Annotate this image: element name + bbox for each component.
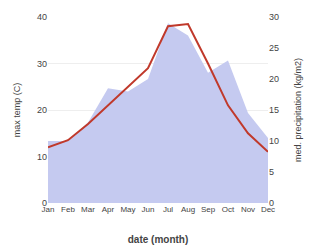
svg-text:25: 25: [269, 43, 279, 53]
svg-text:30: 30: [269, 12, 279, 22]
svg-text:15: 15: [269, 105, 279, 115]
svg-text:May: May: [120, 205, 135, 214]
svg-text:20: 20: [269, 74, 279, 84]
svg-text:med. precipitation (kg/m2): med. precipitation (kg/m2): [293, 58, 303, 162]
svg-text:Apr: Apr: [102, 205, 115, 214]
svg-text:Mar: Mar: [81, 205, 95, 214]
svg-text:max temp (C): max temp (C): [12, 83, 22, 138]
svg-text:Dec: Dec: [261, 205, 275, 214]
svg-text:Feb: Feb: [61, 205, 75, 214]
svg-text:Sep: Sep: [201, 205, 216, 214]
svg-text:Jan: Jan: [42, 205, 55, 214]
svg-text:date (month): date (month): [128, 234, 189, 245]
svg-text:10: 10: [269, 136, 279, 146]
svg-text:Jun: Jun: [142, 205, 155, 214]
svg-text:10: 10: [37, 152, 47, 162]
svg-text:Jul: Jul: [163, 205, 173, 214]
svg-text:40: 40: [37, 12, 47, 22]
svg-text:20: 20: [37, 105, 47, 115]
svg-text:Nov: Nov: [241, 205, 255, 214]
svg-text:30: 30: [37, 59, 47, 69]
svg-text:0: 0: [42, 198, 47, 208]
svg-text:5: 5: [269, 167, 274, 177]
svg-text:Aug: Aug: [181, 205, 195, 214]
svg-text:Oct: Oct: [222, 205, 235, 214]
svg-text:0: 0: [269, 198, 274, 208]
